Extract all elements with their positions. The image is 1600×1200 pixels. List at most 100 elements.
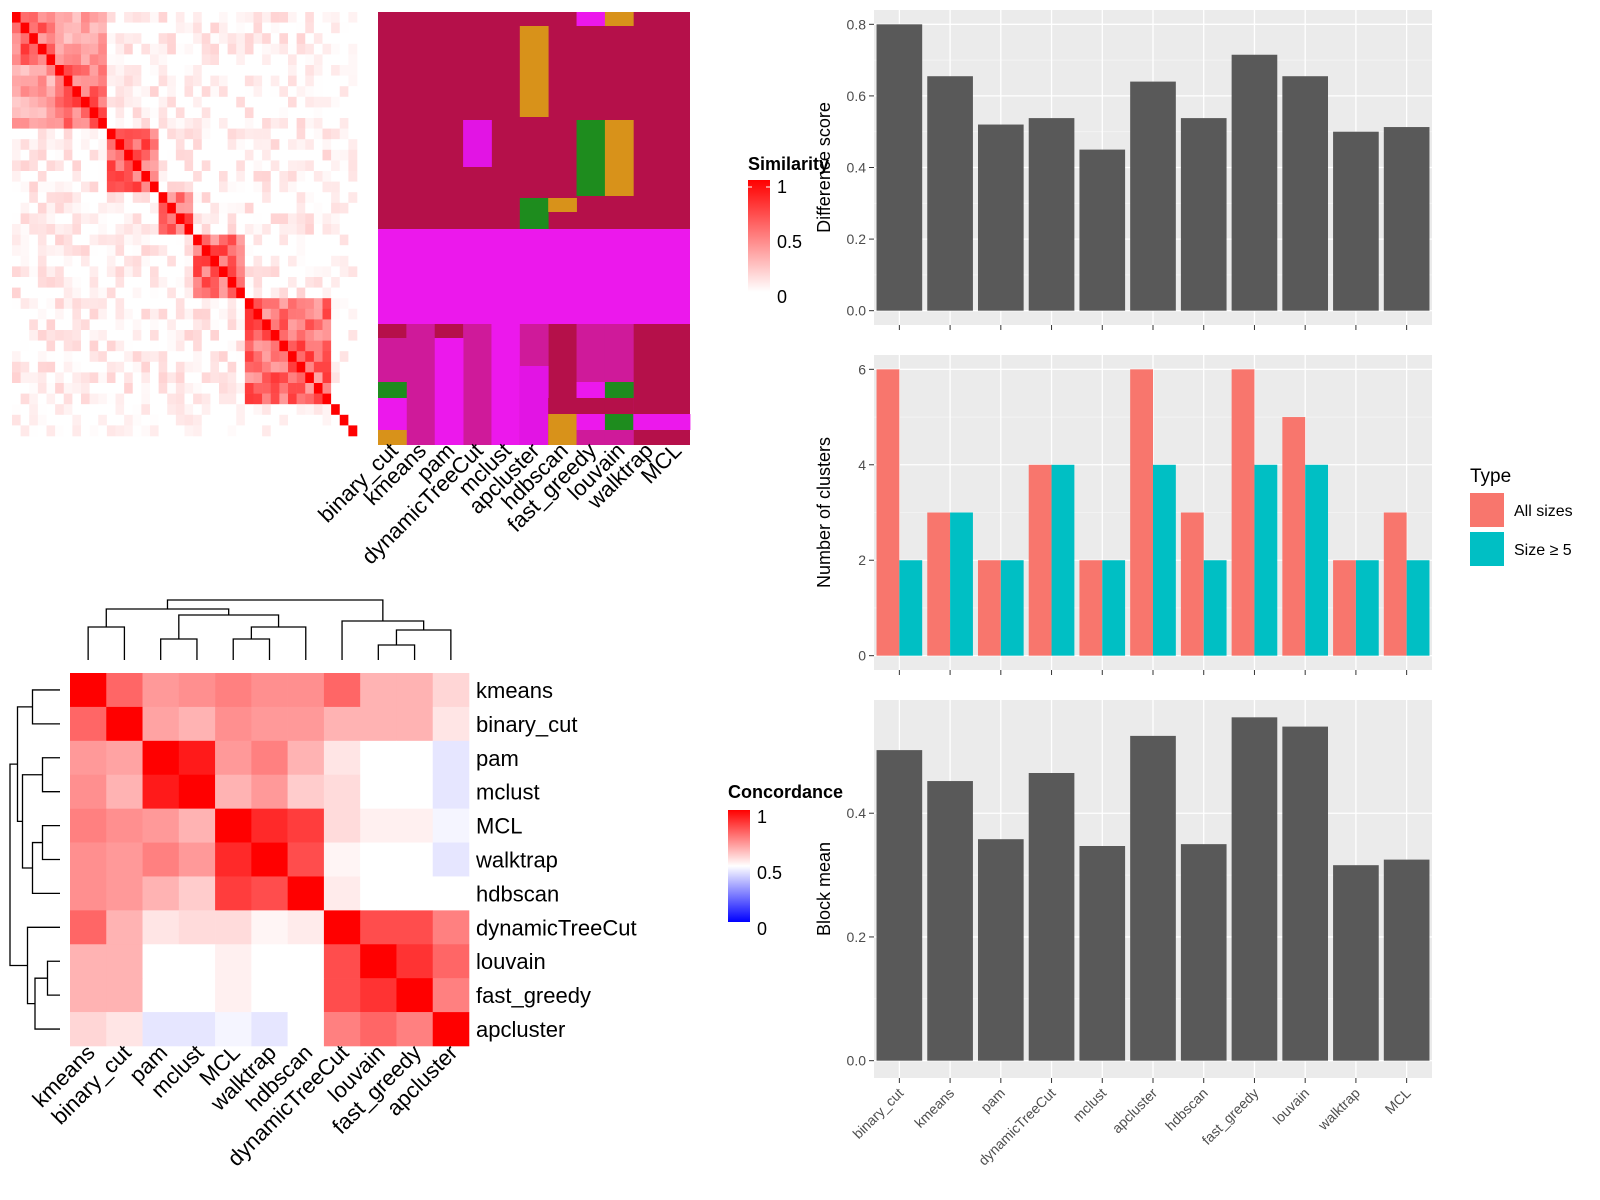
similarity-cell — [270, 372, 280, 384]
similarity-cell — [175, 33, 185, 45]
similarity-cell — [141, 361, 151, 373]
similarity-cell — [37, 139, 47, 151]
similarity-cell — [253, 393, 263, 405]
similarity-cell — [331, 96, 341, 108]
similarity-cell — [201, 393, 211, 405]
similarity-cell — [279, 213, 289, 225]
similarity-cell — [296, 181, 306, 193]
similarity-cell — [55, 107, 65, 119]
similarity-cell — [175, 393, 185, 405]
similarity-cell — [20, 54, 30, 66]
similarity-cell — [46, 107, 56, 119]
concordance-cell — [178, 842, 216, 877]
similarity-cell — [253, 33, 263, 45]
concordance-cell — [432, 808, 470, 843]
similarity-cell — [124, 33, 134, 45]
similarity-cell — [106, 22, 116, 34]
similarity-cell — [184, 298, 194, 310]
similarity-cell — [89, 372, 99, 384]
similarity-cell — [37, 128, 47, 140]
similarity-cell — [115, 319, 125, 331]
similarity-cell — [29, 22, 39, 34]
similarity-cell — [12, 340, 21, 352]
similarity-cell — [331, 139, 341, 151]
similarity-cell — [63, 361, 73, 373]
similarity-cell — [322, 351, 332, 363]
similarity-cell — [37, 65, 47, 76]
similarity-cell — [37, 277, 47, 288]
similarity-cell — [193, 118, 203, 129]
similarity-cell — [193, 192, 203, 204]
similarity-cell — [296, 54, 306, 66]
similarity-cell — [98, 234, 108, 246]
similarity-cell — [20, 361, 30, 373]
bar — [1130, 81, 1176, 311]
similarity-cell — [184, 192, 194, 204]
concordance-cell — [70, 842, 107, 877]
similarity-cell — [331, 308, 341, 320]
similarity-cell — [175, 75, 185, 87]
similarity-cell — [72, 404, 82, 416]
similarity-cell — [81, 383, 90, 394]
similarity-cell — [115, 425, 125, 437]
similarity-cell — [63, 213, 73, 225]
similarity-cell — [124, 255, 134, 267]
similarity-cell — [81, 22, 90, 34]
similarity-cell — [331, 65, 341, 76]
similarity-cell — [313, 393, 323, 405]
similarity-cell — [201, 213, 211, 225]
bar — [1383, 859, 1430, 1061]
similarity-cell — [20, 75, 30, 87]
similarity-cell — [296, 139, 306, 151]
similarity-cell — [244, 202, 254, 214]
similarity-cell — [339, 54, 349, 66]
similarity-cell — [270, 308, 280, 320]
similarity-cell — [124, 319, 134, 331]
similarity-cell — [20, 319, 30, 331]
similarity-cell — [279, 330, 289, 341]
similarity-cell — [210, 245, 220, 257]
similarity-cell — [46, 245, 56, 257]
similarity-cell — [201, 255, 211, 267]
similarity-cell — [270, 213, 280, 225]
similarity-cell — [322, 245, 332, 257]
similarity-cell — [305, 139, 315, 151]
similarity-cell — [288, 86, 297, 98]
similarity-cell — [339, 118, 349, 129]
similarity-cell — [12, 139, 21, 151]
similarity-cell — [98, 255, 108, 267]
similarity-cell — [322, 234, 332, 246]
similarity-cell — [89, 340, 99, 352]
similarity-cell — [98, 54, 108, 66]
similarity-cell — [288, 192, 297, 204]
similarity-cell — [339, 361, 349, 373]
similarity-cell — [55, 319, 65, 331]
similarity-cell — [262, 43, 272, 55]
concordance-cell — [106, 808, 143, 843]
similarity-cell — [55, 96, 65, 108]
similarity-cell — [98, 298, 108, 310]
similarity-cell — [210, 22, 220, 34]
similarity-cell — [98, 107, 108, 119]
bar — [1051, 464, 1075, 656]
similarity-cell — [184, 33, 194, 45]
similarity-cell — [175, 12, 185, 23]
similarity-cell — [158, 414, 168, 426]
similarity-cell — [115, 192, 125, 204]
similarity-cell — [115, 330, 125, 341]
similarity-cell — [150, 383, 159, 394]
similarity-cell — [106, 393, 116, 405]
similarity-cell — [193, 330, 203, 341]
similarity-cell — [20, 160, 30, 172]
similarity-cell — [219, 330, 228, 341]
similarity-cell — [12, 414, 21, 426]
similarity-cell — [339, 319, 349, 331]
concordance-cell — [106, 1012, 143, 1047]
bar — [1231, 54, 1278, 311]
similarity-cell — [348, 372, 358, 384]
similarity-cell — [305, 351, 315, 363]
similarity-cell — [106, 181, 116, 193]
similarity-cell — [115, 361, 125, 373]
similarity-cell — [150, 287, 159, 299]
similarity-cell — [20, 149, 30, 161]
